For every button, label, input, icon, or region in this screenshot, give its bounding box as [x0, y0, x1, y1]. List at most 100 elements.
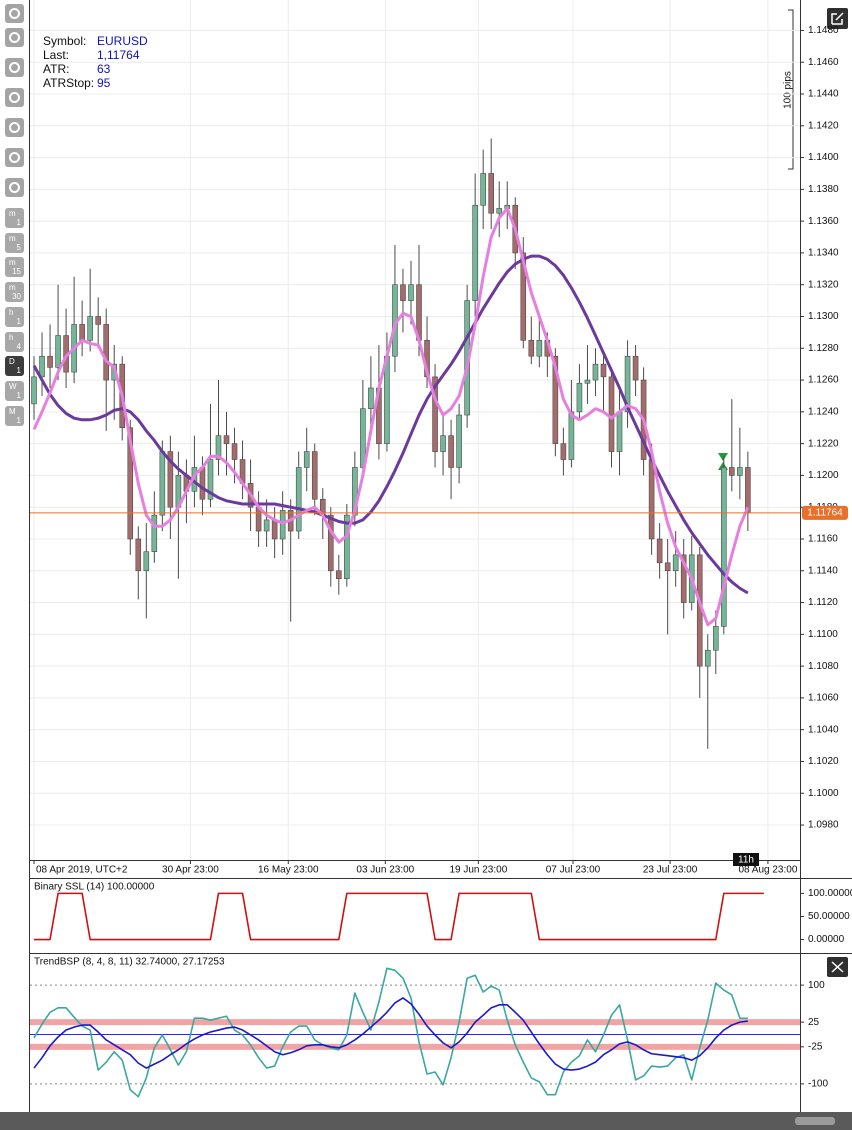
candle-body — [303, 451, 310, 468]
timeframe-count: 4 — [16, 341, 21, 351]
candle-body — [271, 519, 278, 540]
detach-icon — [831, 12, 844, 25]
candle-body — [279, 510, 286, 540]
zoom-in-button[interactable] — [5, 4, 24, 23]
candle-body — [584, 379, 591, 384]
y-tick-label: 1.1040 — [808, 724, 839, 735]
y-tick-label: -100 — [808, 1078, 828, 1089]
y-tick-label: 1.1080 — [808, 661, 839, 672]
timeframe-count: 1 — [16, 415, 21, 425]
candle-body — [336, 570, 342, 580]
y-tick-label: 100.00000 — [808, 888, 852, 899]
y-tick-label: 1.1480 — [808, 25, 839, 36]
timeframe-unit: h — [9, 307, 14, 317]
timeframe-unit: W — [9, 381, 17, 391]
bar-timer: 11h — [738, 855, 754, 866]
candle-body — [536, 340, 543, 357]
timeframe-count: 15 — [12, 267, 21, 277]
candle-body — [520, 252, 527, 341]
x-tick-label: 07 Jul 23:00 — [546, 865, 601, 876]
candle-body — [311, 451, 318, 500]
candle-body — [327, 514, 334, 572]
indicators-button[interactable] — [5, 58, 24, 77]
candle-body — [47, 355, 53, 368]
timeframe-unit: h — [9, 332, 14, 342]
y-tick-label: 1.1120 — [808, 597, 838, 608]
candle-body — [616, 411, 623, 452]
candle-body — [560, 443, 567, 460]
templates-button[interactable] — [5, 88, 24, 107]
candle-body — [344, 514, 350, 580]
info-value: 95 — [97, 76, 111, 90]
info-row: ATRStop: 95 — [43, 76, 148, 90]
candle-body — [624, 355, 631, 413]
y-tick-label: 1.1380 — [808, 184, 839, 195]
candle-body — [712, 626, 719, 651]
candle-body — [400, 284, 406, 301]
y-tick-label: 1.1020 — [808, 756, 839, 767]
link-button[interactable] — [5, 118, 24, 137]
candle-body — [488, 173, 494, 214]
candle-body — [39, 355, 45, 378]
candle-body — [472, 204, 478, 301]
timeframe-unit: m — [9, 258, 16, 268]
candle-body — [737, 467, 743, 476]
candle-body — [167, 451, 174, 508]
pip-scale-label: 100 pips — [783, 71, 794, 109]
timeframe-unit: m — [9, 233, 16, 243]
info-value: 63 — [97, 62, 111, 76]
timeframe-unit: D — [9, 357, 15, 367]
candle-body — [656, 538, 663, 564]
y-tick-label: 1.1220 — [808, 438, 839, 449]
candle-body — [223, 435, 230, 444]
timeframe-unit: M — [9, 406, 16, 416]
candle-body — [704, 649, 711, 667]
bar-timer-box — [733, 853, 759, 866]
candle-body — [528, 340, 535, 357]
y-tick-label: 1.1100 — [808, 629, 838, 640]
candle-body — [432, 376, 438, 452]
candle-body — [79, 324, 85, 341]
candle-body — [31, 376, 37, 405]
y-tick-label: 1.1460 — [808, 57, 839, 68]
zoom-out-button[interactable] — [5, 28, 24, 47]
candle-body — [721, 467, 727, 627]
x-tick-label: 23 Jul 23:00 — [643, 865, 698, 876]
candle-body — [592, 363, 599, 381]
candle-body — [207, 459, 214, 500]
panel-title: TrendBSP (8, 4, 8, 11) 32.74000, 27.1725… — [34, 957, 225, 968]
candle-body — [295, 467, 302, 532]
scrollbar[interactable] — [0, 1112, 852, 1130]
candle-body — [408, 284, 414, 301]
chart-type-button[interactable] — [5, 148, 24, 167]
info-row: Last: 1,11764 — [43, 48, 148, 62]
series-line — [33, 997, 748, 1071]
candle-body — [127, 427, 134, 540]
y-tick-label: 1.1200 — [808, 470, 839, 481]
candle-body — [384, 355, 390, 444]
candle-body — [480, 173, 486, 206]
y-tick-label: 1.1000 — [808, 788, 839, 799]
timeframe-button[interactable]: m 30 — [5, 282, 24, 303]
info-label: ATR: — [43, 62, 70, 76]
candle-body — [456, 414, 462, 468]
y-tick-label: 1.1300 — [808, 311, 839, 322]
candle-body — [448, 435, 454, 468]
timeframe-button[interactable]: m 15 — [5, 257, 24, 278]
y-tick-label: 0.00000 — [808, 934, 845, 945]
y-tick-label: 25 — [808, 1017, 820, 1028]
candle-body — [368, 387, 374, 409]
candle-body — [496, 208, 503, 214]
scrollbar-thumb[interactable] — [795, 1117, 835, 1125]
candle-body — [151, 514, 158, 552]
close-icon — [831, 961, 844, 973]
drawing-button[interactable] — [5, 178, 24, 197]
